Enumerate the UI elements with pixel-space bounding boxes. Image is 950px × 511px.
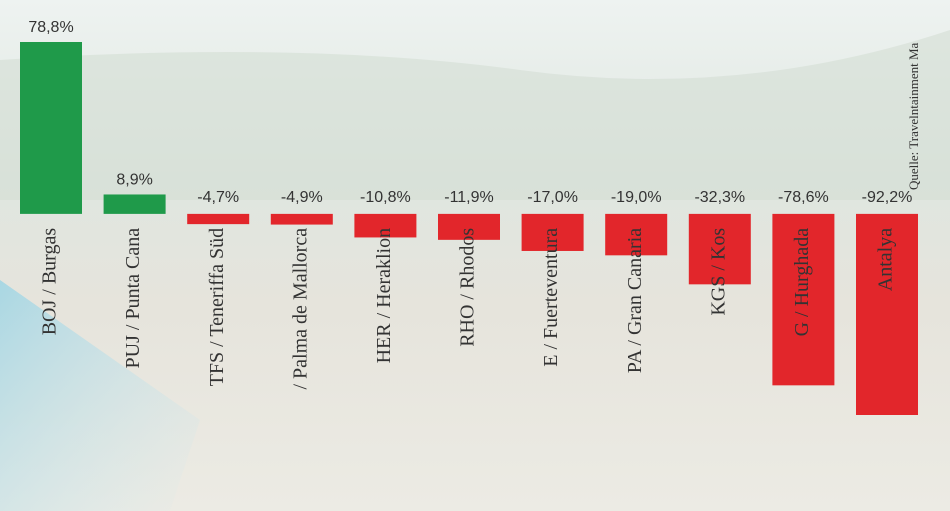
bar	[605, 213, 668, 256]
category-label: G / Hurghada	[791, 228, 813, 337]
value-label: 8,9%	[116, 171, 152, 188]
category-label: KGS / Kos	[707, 228, 729, 316]
bar	[354, 213, 417, 238]
value-label: -4,7%	[197, 189, 239, 206]
category-label: PUJ / Punta Cana	[122, 228, 144, 369]
value-label: -19,0%	[611, 189, 662, 206]
value-label: 78,8%	[28, 19, 73, 36]
value-label: -32,3%	[694, 189, 745, 206]
category-label: RHO / Rhodos	[457, 228, 479, 347]
category-label: PA / Gran Canaria	[624, 228, 646, 373]
bar	[187, 213, 250, 225]
value-label: -92,2%	[862, 189, 913, 206]
source: Quelle: Travelntainment Ma	[906, 42, 921, 190]
category-label: / Palma de Mallorca	[289, 228, 311, 390]
hills	[0, 30, 950, 200]
value-label: -10,8%	[360, 189, 411, 206]
value-label: -4,9%	[281, 189, 323, 206]
bar	[521, 213, 584, 251]
bar	[856, 213, 918, 415]
sea	[0, 280, 200, 511]
bar	[20, 42, 82, 214]
category-label: HER / Heraklion	[373, 228, 395, 364]
category-label: TFS / Teneriffa Süd	[206, 228, 228, 386]
category-label: Antalya	[875, 228, 897, 291]
category-label: E / Fuerteventura	[540, 228, 562, 367]
category-label: BOJ / Burgas	[39, 228, 61, 336]
bar	[438, 213, 500, 240]
value-label: -78,6%	[778, 189, 829, 206]
bar	[688, 213, 751, 285]
value-label: -17,0%	[527, 189, 578, 206]
bar	[772, 213, 835, 386]
value-label: -11,9%	[444, 189, 494, 206]
bar	[103, 194, 166, 214]
bar	[270, 213, 333, 225]
